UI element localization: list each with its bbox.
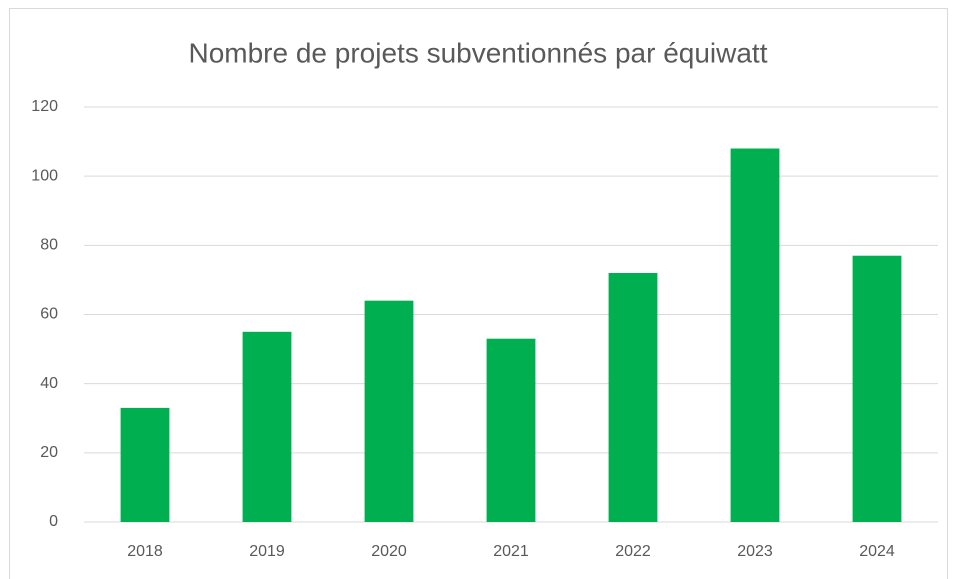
- y-tick-label: 60: [40, 306, 58, 323]
- chart-title: Nombre de projets subventionnés par équi…: [188, 37, 767, 68]
- y-tick-label: 100: [31, 167, 58, 184]
- x-tick-label: 2018: [127, 543, 163, 560]
- x-tick-label: 2020: [371, 543, 407, 560]
- bar: [852, 255, 902, 523]
- x-tick-label: 2021: [493, 543, 529, 560]
- x-tick-label: 2019: [249, 543, 285, 560]
- bar: [364, 300, 414, 522]
- y-tick-label: 120: [31, 98, 58, 115]
- x-tick-label: 2024: [859, 543, 895, 560]
- y-tick-label: 80: [40, 237, 58, 254]
- bar: [242, 331, 292, 522]
- bar: [608, 273, 658, 522]
- y-tick-label: 40: [40, 375, 58, 392]
- bar: [120, 407, 170, 522]
- y-tick-label: 0: [49, 513, 58, 530]
- y-tick-label: 20: [40, 444, 58, 461]
- bar: [730, 148, 780, 522]
- x-tick-label: 2023: [737, 543, 773, 560]
- x-tick-label: 2022: [615, 543, 651, 560]
- bar: [486, 338, 536, 522]
